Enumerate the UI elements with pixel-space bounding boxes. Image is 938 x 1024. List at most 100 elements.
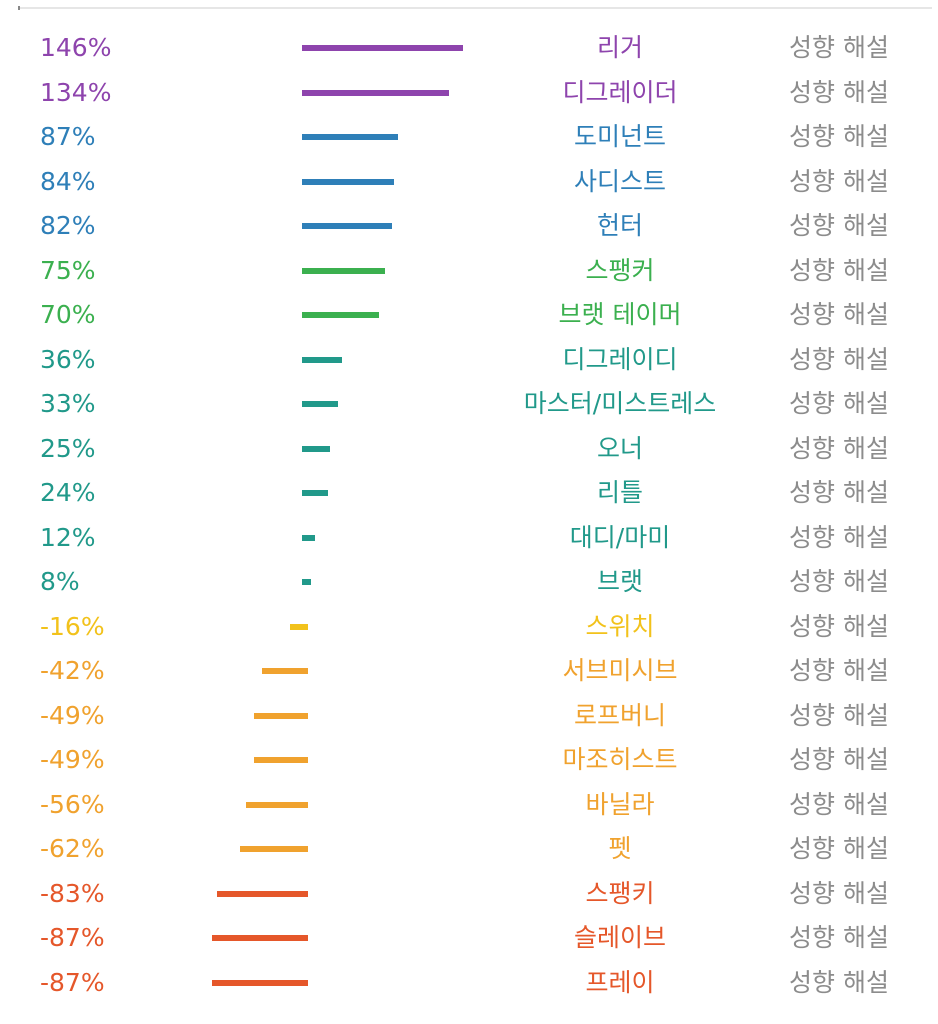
score-bar <box>212 979 308 986</box>
score-bar <box>302 178 395 185</box>
result-row: -16% 스위치 성향 해설 <box>0 605 938 649</box>
percentage-label: 84% <box>40 166 96 196</box>
category-label: 펫 <box>608 834 632 863</box>
detail-link[interactable]: 성향 해설 <box>789 122 889 151</box>
detail-link[interactable]: 성향 해설 <box>789 255 889 285</box>
detail-link[interactable]: 성향 해설 <box>789 433 889 463</box>
result-row: 70% 브랫 테이머 성향 해설 <box>0 293 938 337</box>
category-label: 스위치 <box>585 611 655 641</box>
category-label: 스팽키 <box>585 878 655 908</box>
score-bar <box>302 89 450 96</box>
detail-link[interactable]: 성향 해설 <box>789 300 889 329</box>
percentage-label: 24% <box>40 478 96 507</box>
category-label: 마조히스트 <box>562 745 678 774</box>
detail-link[interactable]: 성향 해설 <box>789 77 889 107</box>
percentage-label: 25% <box>40 433 96 463</box>
detail-link[interactable]: 성향 해설 <box>789 700 889 730</box>
percentage-label: 8% <box>40 567 80 596</box>
detail-link[interactable]: 성향 해설 <box>789 923 889 952</box>
detail-link[interactable]: 성향 해설 <box>789 789 889 819</box>
percentage-label: 36% <box>40 344 96 374</box>
result-row: -87% 슬레이브 성향 해설 <box>0 916 938 960</box>
result-row: -49% 마조히스트 성향 해설 <box>0 738 938 782</box>
score-bar <box>261 668 308 674</box>
percentage-label: -42% <box>40 656 105 685</box>
top-divider-tick <box>18 6 20 10</box>
percentage-label: 12% <box>40 522 96 552</box>
percentage-label: 134% <box>40 77 112 107</box>
detail-link[interactable]: 성향 해설 <box>789 166 889 196</box>
score-bar <box>302 312 379 318</box>
category-label: 프레이 <box>585 967 655 997</box>
result-row: 24% 리틀 성향 해설 <box>0 471 938 515</box>
category-label: 대디/마미 <box>569 522 671 552</box>
score-bar <box>302 490 329 496</box>
detail-link[interactable]: 성향 해설 <box>789 522 889 552</box>
category-label: 디그레이디 <box>562 344 678 374</box>
detail-link[interactable]: 성향 해설 <box>789 878 889 908</box>
result-row: -42% 서브미시브 성향 해설 <box>0 649 938 693</box>
score-bar <box>302 534 316 541</box>
score-bar <box>246 801 308 808</box>
category-label: 오너 <box>596 433 643 463</box>
detail-link[interactable]: 성향 해설 <box>789 611 889 641</box>
score-bar <box>254 712 308 719</box>
result-row: -49% 로프버니 성향 해설 <box>0 694 938 738</box>
score-bar <box>212 935 308 941</box>
detail-link[interactable]: 성향 해설 <box>789 344 889 374</box>
result-row: 82% 헌터 성향 해설 <box>0 204 938 248</box>
detail-link[interactable]: 성향 해설 <box>789 567 889 596</box>
score-bar <box>302 267 385 274</box>
percentage-label: -62% <box>40 834 105 863</box>
percentage-label: -87% <box>40 967 105 997</box>
percentage-label: 146% <box>40 33 112 62</box>
result-row: 87% 도미넌트 성향 해설 <box>0 115 938 159</box>
result-row: -62% 펫 성향 해설 <box>0 827 938 871</box>
category-label: 리거 <box>596 33 643 62</box>
category-label: 브랫 <box>596 567 643 596</box>
detail-link[interactable]: 성향 해설 <box>789 478 889 507</box>
detail-link[interactable]: 성향 해설 <box>789 389 889 418</box>
result-row: -87% 프레이 성향 해설 <box>0 961 938 1005</box>
percentage-label: 75% <box>40 255 96 285</box>
category-label: 로프버니 <box>573 700 666 730</box>
score-bar <box>302 134 398 140</box>
percentage-label: -49% <box>40 700 105 730</box>
score-bar <box>302 445 330 452</box>
detail-link[interactable]: 성향 해설 <box>789 834 889 863</box>
result-row: 12% 대디/마미 성향 해설 <box>0 516 938 560</box>
result-row: 8% 브랫 성향 해설 <box>0 560 938 604</box>
score-bar <box>302 356 342 363</box>
score-bar <box>302 45 463 51</box>
category-label: 리틀 <box>596 478 643 507</box>
detail-link[interactable]: 성향 해설 <box>789 33 889 62</box>
detail-link[interactable]: 성향 해설 <box>789 211 889 240</box>
category-label: 스팽커 <box>585 255 655 285</box>
result-row: 134% 디그레이더 성향 해설 <box>0 71 938 115</box>
detail-link[interactable]: 성향 해설 <box>789 745 889 774</box>
percentage-label: -49% <box>40 745 105 774</box>
score-bar <box>302 223 393 229</box>
percentage-label: -16% <box>40 611 105 641</box>
result-row: 25% 오너 성향 해설 <box>0 427 938 471</box>
score-bar <box>302 401 339 407</box>
category-label: 브랫 테이머 <box>558 300 682 329</box>
category-label: 바닐라 <box>585 789 655 819</box>
result-row: 36% 디그레이디 성향 해설 <box>0 338 938 382</box>
score-bar <box>254 757 308 763</box>
detail-link[interactable]: 성향 해설 <box>789 656 889 685</box>
top-divider <box>18 7 932 9</box>
category-label: 사디스트 <box>573 166 666 196</box>
result-row: -83% 스팽키 성향 해설 <box>0 872 938 916</box>
detail-link[interactable]: 성향 해설 <box>789 967 889 997</box>
score-bar <box>239 846 308 852</box>
result-row: 146% 리거 성향 해설 <box>0 26 938 70</box>
category-label: 마스터/미스트레스 <box>523 389 717 418</box>
category-label: 서브미시브 <box>562 656 678 685</box>
result-row: 84% 사디스트 성향 해설 <box>0 160 938 204</box>
result-row: -56% 바닐라 성향 해설 <box>0 783 938 827</box>
score-bar <box>302 579 311 585</box>
percentage-label: 33% <box>40 389 96 418</box>
category-label: 디그레이더 <box>562 77 678 107</box>
